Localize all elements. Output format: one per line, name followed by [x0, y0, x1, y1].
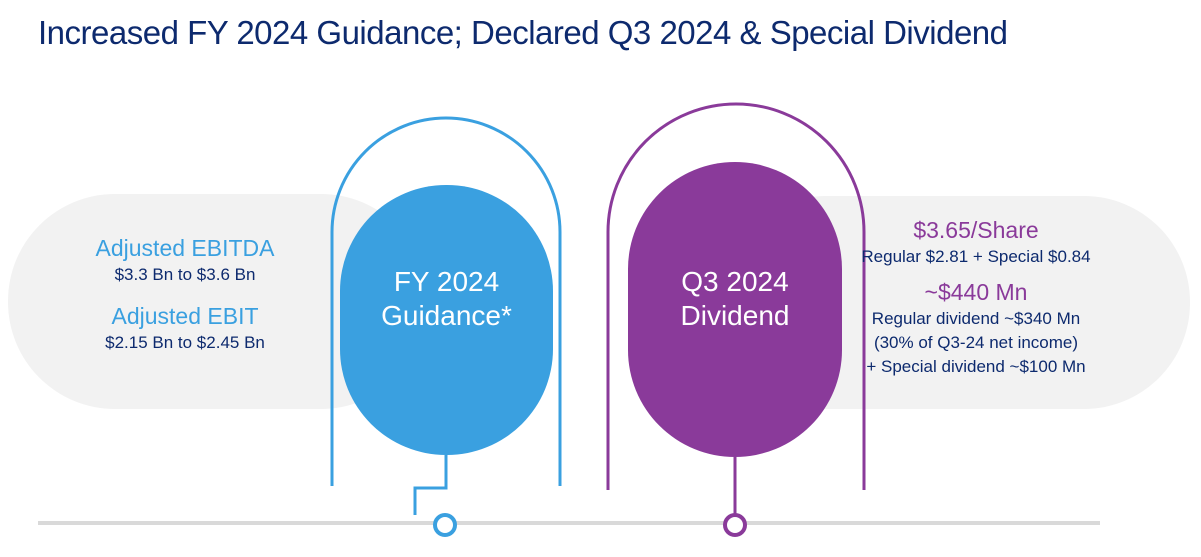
- guidance-pill-line2: Guidance*: [381, 300, 512, 331]
- blue-pill: [340, 185, 553, 455]
- bottom-divider-line: [38, 521, 1100, 525]
- purple-arch-outline: [606, 102, 866, 490]
- adjusted-ebitda-heading: Adjusted EBITDA: [95, 235, 275, 261]
- guidance-pill-label: FY 2024 Guidance*: [340, 265, 553, 333]
- purple-node-circle: [723, 513, 747, 537]
- per-share-detail: Regular $2.81 + Special $0.84: [861, 247, 1091, 266]
- blue-arch-outline: [330, 116, 562, 486]
- dividend-details: $3.65/Share Regular $2.81 + Special $0.8…: [850, 215, 1102, 379]
- adjusted-ebit-heading: Adjusted EBIT: [111, 303, 259, 329]
- blue-node-circle: [433, 513, 457, 537]
- page-title: Increased FY 2024 Guidance; Declared Q3 …: [38, 14, 1008, 51]
- adjusted-ebit-value: $2.15 Bn to $2.45 Bn: [105, 333, 265, 352]
- per-share-heading: $3.65/Share: [913, 217, 1039, 243]
- total-dividend-line1: Regular dividend ~$340 Mn: [871, 309, 1081, 328]
- dividend-pill-line2: Dividend: [680, 300, 790, 331]
- total-dividend-line2: (30% of Q3-24 net income): [873, 333, 1079, 352]
- total-dividend-line3: + Special dividend ~$100 Mn: [866, 357, 1086, 376]
- guidance-details: Adjusted EBITDA $3.3 Bn to $3.6 Bn Adjus…: [60, 233, 310, 355]
- dividend-pill-line1: Q3 2024: [681, 266, 789, 297]
- adjusted-ebitda-value: $3.3 Bn to $3.6 Bn: [114, 265, 256, 284]
- total-dividend-heading: ~$440 Mn: [924, 279, 1028, 305]
- purple-pill: [628, 162, 842, 457]
- left-gray-panel: [8, 194, 428, 409]
- guidance-pill-line1: FY 2024: [393, 266, 500, 297]
- dividend-pill-label: Q3 2024 Dividend: [628, 265, 842, 333]
- blue-connector: [413, 455, 448, 515]
